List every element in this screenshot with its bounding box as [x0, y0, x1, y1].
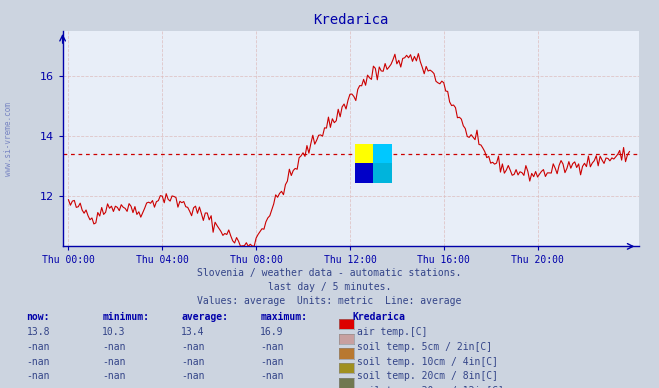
Text: -nan: -nan — [26, 357, 50, 367]
Text: Slovenia / weather data - automatic stations.: Slovenia / weather data - automatic stat… — [197, 268, 462, 278]
Text: 10.3: 10.3 — [102, 327, 126, 337]
Text: air temp.[C]: air temp.[C] — [357, 327, 428, 337]
Text: maximum:: maximum: — [260, 312, 307, 322]
Text: average:: average: — [181, 312, 228, 322]
Text: Values: average  Units: metric  Line: average: Values: average Units: metric Line: aver… — [197, 296, 462, 306]
Text: now:: now: — [26, 312, 50, 322]
Text: soil temp. 10cm / 4in[C]: soil temp. 10cm / 4in[C] — [357, 357, 498, 367]
Text: -nan: -nan — [26, 386, 50, 388]
Text: -nan: -nan — [26, 342, 50, 352]
Text: 13.8: 13.8 — [26, 327, 50, 337]
Text: -nan: -nan — [181, 357, 205, 367]
Text: -nan: -nan — [26, 371, 50, 381]
Text: Kredarica: Kredarica — [353, 312, 405, 322]
Text: soil temp. 30cm / 12in[C]: soil temp. 30cm / 12in[C] — [357, 386, 504, 388]
Text: www.si-vreme.com: www.si-vreme.com — [4, 102, 13, 176]
Text: -nan: -nan — [260, 357, 284, 367]
Text: last day / 5 minutes.: last day / 5 minutes. — [268, 282, 391, 292]
Text: -nan: -nan — [102, 342, 126, 352]
Text: -nan: -nan — [260, 342, 284, 352]
Text: -nan: -nan — [102, 371, 126, 381]
Text: -nan: -nan — [260, 371, 284, 381]
Text: soil temp. 5cm / 2in[C]: soil temp. 5cm / 2in[C] — [357, 342, 492, 352]
Title: Kredarica: Kredarica — [313, 13, 389, 27]
Text: soil temp. 20cm / 8in[C]: soil temp. 20cm / 8in[C] — [357, 371, 498, 381]
Text: -nan: -nan — [102, 386, 126, 388]
Text: minimum:: minimum: — [102, 312, 149, 322]
Text: -nan: -nan — [181, 342, 205, 352]
Text: -nan: -nan — [102, 357, 126, 367]
Text: -nan: -nan — [260, 386, 284, 388]
Text: -nan: -nan — [181, 386, 205, 388]
Text: -nan: -nan — [181, 371, 205, 381]
Text: 16.9: 16.9 — [260, 327, 284, 337]
Text: 13.4: 13.4 — [181, 327, 205, 337]
